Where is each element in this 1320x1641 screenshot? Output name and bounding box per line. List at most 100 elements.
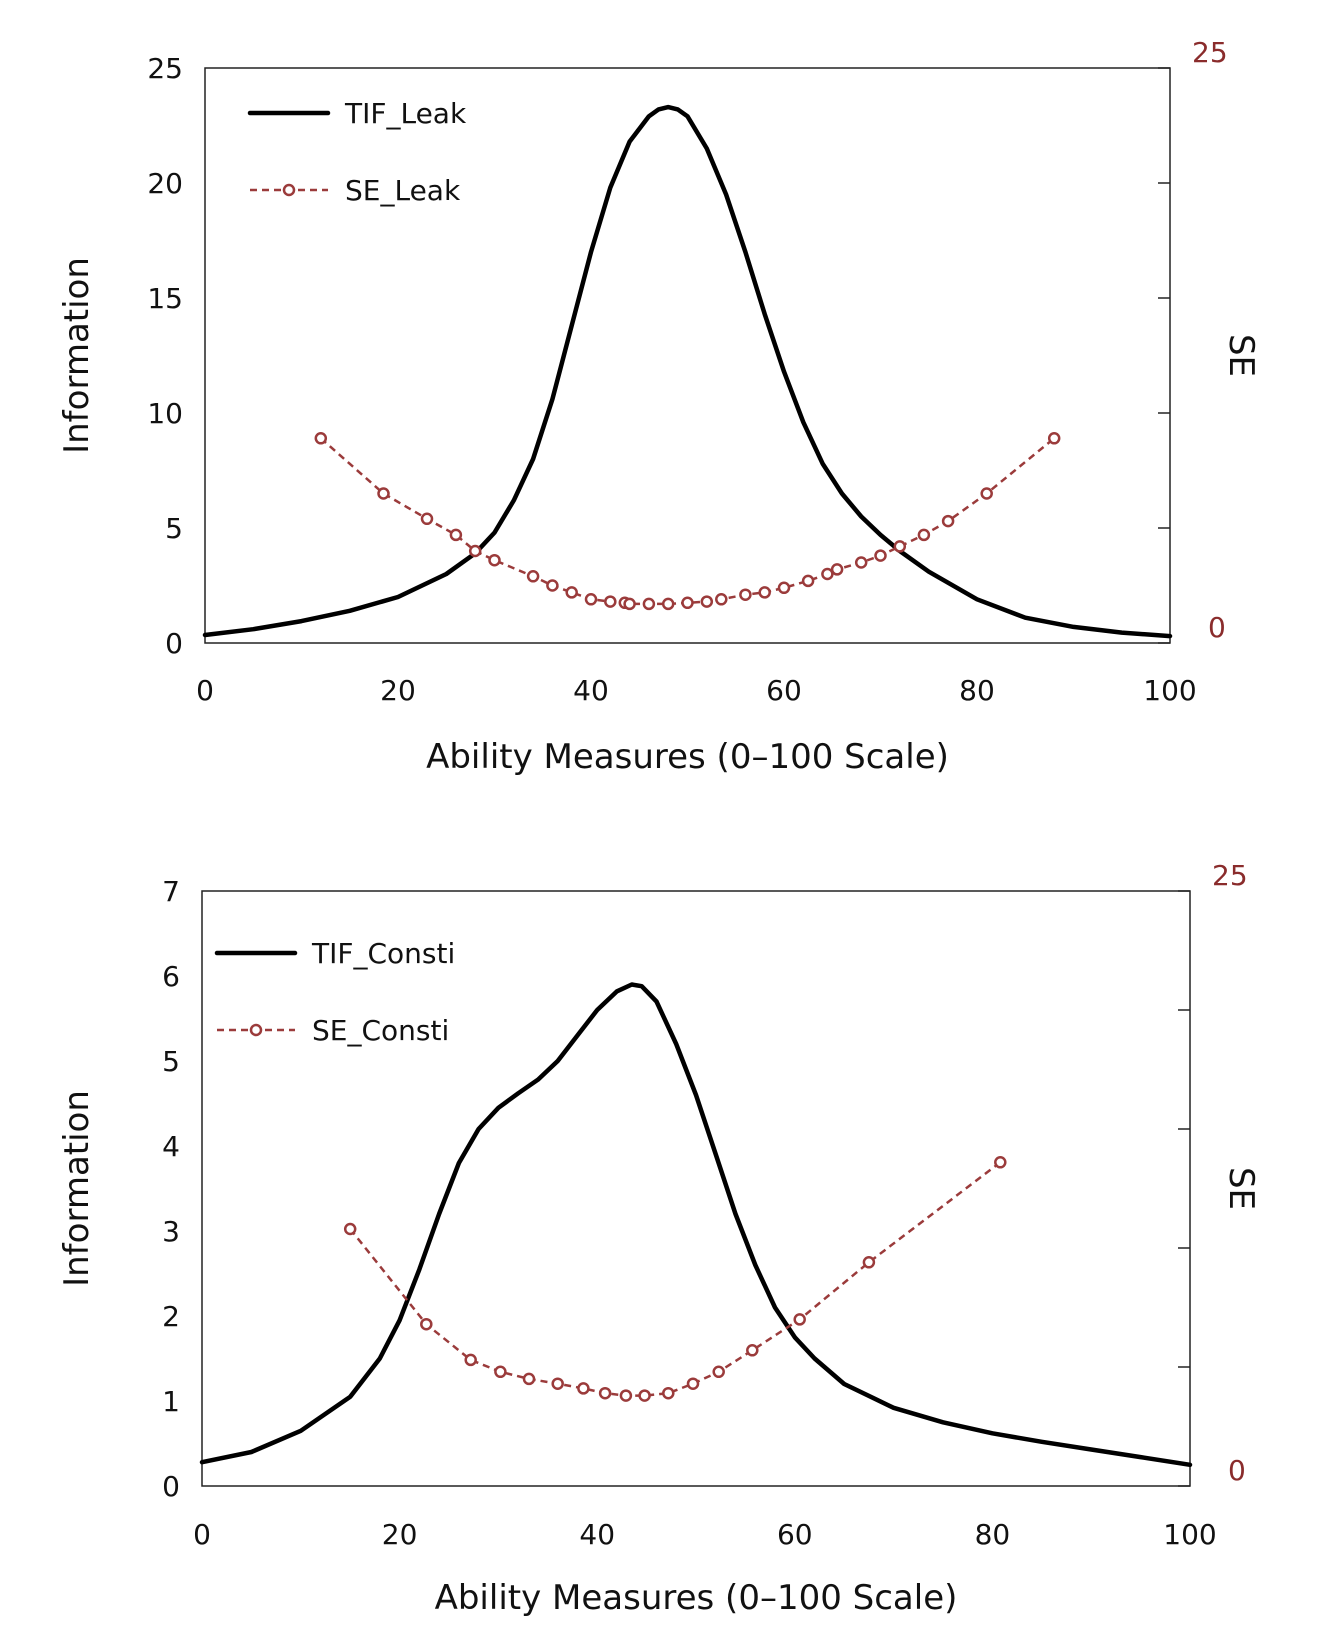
data-point — [526, 570, 540, 583]
y2-axis-title: SE — [1221, 1167, 1261, 1210]
x-tick-label: 0 — [193, 1518, 211, 1551]
x-axis-title: Ability Measures (0–100 Scale) — [435, 1578, 958, 1618]
data-point — [494, 1365, 507, 1379]
data-point — [598, 1386, 612, 1400]
x-tick-label: 100 — [1163, 1518, 1216, 1551]
y-axis-title: Information — [57, 1090, 97, 1287]
series-TIF_Consti — [199, 982, 1193, 1468]
x-tick-label: 20 — [382, 1518, 418, 1551]
data-point — [638, 1389, 651, 1402]
y-tick-label: 6 — [162, 960, 180, 993]
x-tick-label: 0 — [196, 674, 214, 707]
data-point — [377, 487, 390, 500]
data-point — [874, 549, 887, 562]
data-point — [565, 586, 578, 599]
data-point — [577, 1382, 590, 1395]
y-tick-label: 2 — [162, 1300, 180, 1333]
data-point — [994, 1156, 1007, 1169]
data-point — [343, 1222, 357, 1236]
legend-entry: TIF_Consti — [214, 937, 455, 970]
data-point — [758, 586, 771, 599]
legend-entry: TIF_Leak — [247, 97, 467, 130]
x-tick-label: 40 — [573, 674, 609, 707]
y-tick-label: 15 — [147, 282, 183, 315]
data-point — [661, 597, 675, 611]
data-point — [830, 563, 844, 576]
y-tick-label: 4 — [162, 1130, 180, 1163]
data-point — [854, 556, 868, 569]
x-tick-label: 80 — [975, 1518, 1011, 1551]
data-point — [700, 595, 714, 608]
chart-consti: 0 1 2 3 4 5 6 7 0 25 0 20 40 60 80 100 Ability Measures … — [57, 859, 1261, 1618]
y2-tick-label: 25 — [1212, 859, 1248, 892]
series-line — [199, 982, 1193, 1468]
data-point — [821, 567, 834, 581]
data-point — [893, 540, 907, 553]
data-point — [712, 1365, 725, 1379]
data-point — [488, 553, 501, 567]
legend-marker — [249, 1023, 263, 1037]
data-point — [584, 593, 598, 606]
y2-tick-label: 25 — [1192, 36, 1228, 69]
x-tick-label: 60 — [766, 674, 802, 707]
x-tick-label: 80 — [959, 674, 995, 707]
chart-leak: 0 5 10 15 20 25 0 25 0 20 40 60 80 100 Ability Measure… — [57, 36, 1261, 777]
data-point — [546, 579, 559, 592]
y-tick-label: 5 — [165, 512, 183, 545]
data-point — [980, 487, 993, 500]
y2-tick-label: 0 — [1208, 611, 1226, 644]
y-tick-label: 1 — [162, 1385, 180, 1418]
plot-frame — [201, 890, 1191, 1487]
data-point — [314, 432, 328, 445]
legend-label: SE_Consti — [312, 1014, 449, 1047]
y-tick-label: 3 — [162, 1215, 180, 1248]
y-tick-label: 20 — [147, 167, 183, 200]
legend-label: TIF_Leak — [344, 97, 467, 130]
data-point — [686, 1377, 700, 1390]
data-point — [715, 593, 728, 606]
data-point — [746, 1344, 759, 1357]
y2-tick-label: 0 — [1228, 1454, 1246, 1487]
data-point — [642, 597, 656, 611]
data-point — [604, 595, 617, 608]
data-point — [420, 512, 434, 526]
y-tick-label: 5 — [162, 1045, 180, 1078]
data-point — [739, 588, 752, 601]
data-point — [619, 1389, 633, 1402]
x-tick-label: 40 — [579, 1518, 615, 1551]
x-tick-label: 20 — [380, 674, 416, 707]
y-tick-label: 7 — [162, 875, 180, 908]
data-point — [468, 544, 482, 558]
data-point — [862, 1256, 876, 1269]
data-point — [464, 1353, 477, 1367]
data-point — [793, 1313, 806, 1326]
legend-entry: SE_Leak — [250, 174, 461, 207]
legend-label: SE_Leak — [345, 174, 461, 207]
y-tick-label: 25 — [147, 52, 183, 85]
data-point — [801, 574, 815, 588]
data-point — [662, 1386, 675, 1400]
data-point — [522, 1372, 536, 1386]
data-point — [623, 597, 636, 611]
y-tick-label: 0 — [165, 627, 183, 660]
series-SE_Leak — [314, 432, 1061, 611]
y2-axis-title: SE — [1221, 334, 1261, 377]
data-point — [551, 1377, 564, 1390]
y-tick-label: 0 — [162, 1470, 180, 1503]
data-point — [917, 528, 931, 542]
x-axis-title: Ability Measures (0–100 Scale) — [426, 737, 949, 777]
y-axis-title: Information — [57, 257, 97, 454]
y-tick-label: 10 — [147, 397, 183, 430]
legend-entry: SE_Consti — [217, 1014, 449, 1047]
legend-label: TIF_Consti — [311, 937, 455, 970]
data-point — [777, 581, 791, 595]
data-point — [681, 596, 694, 610]
legend-marker — [282, 183, 296, 197]
data-point — [449, 528, 463, 542]
data-point — [941, 514, 955, 528]
series-SE_Consti — [343, 1156, 1007, 1402]
x-tick-label: 60 — [777, 1518, 813, 1551]
data-point — [1047, 432, 1061, 445]
data-point — [420, 1317, 433, 1331]
